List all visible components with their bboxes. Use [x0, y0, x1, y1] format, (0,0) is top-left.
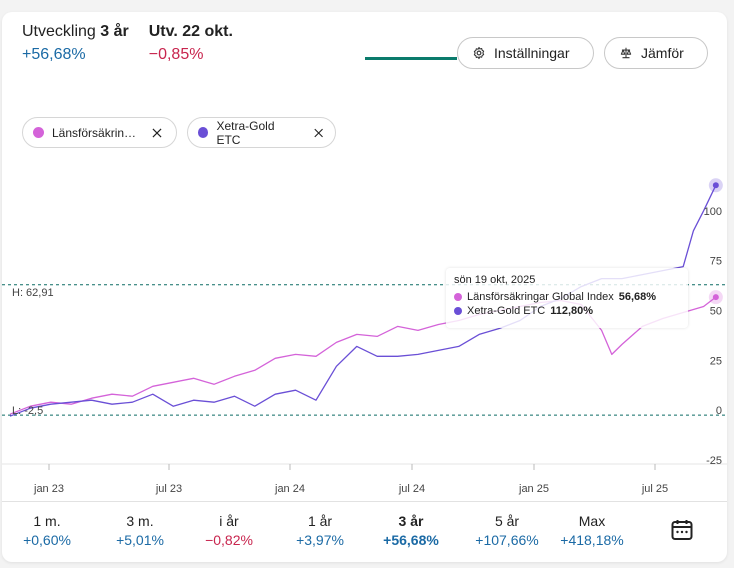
tab-5-r[interactable]: 5 år +107,66%	[467, 511, 547, 549]
tabs-divider	[2, 501, 727, 502]
period-tabs	[0, 501, 734, 561]
chip-xetra-gold[interactable]: Xetra-Gold ETC	[187, 117, 336, 148]
tab-value: +3,97%	[296, 532, 344, 548]
tab-1-m[interactable]: 1 m. +0,60%	[7, 511, 87, 549]
close-icon[interactable]	[150, 126, 164, 140]
compare-label: Jämför	[641, 45, 684, 61]
tooltip-series-value: 112,80%	[550, 305, 594, 317]
tooltip-row: Länsförsäkringar Global Index 56,68%	[454, 290, 680, 304]
y-tick-label: -25	[706, 455, 722, 467]
series-line-lansforsakringar	[9, 296, 717, 415]
tab-value: +107,66%	[475, 532, 539, 548]
series-color-dot	[198, 127, 209, 138]
close-icon[interactable]	[312, 126, 325, 140]
period-length: 3 år	[100, 23, 129, 40]
series-color-dot	[454, 293, 462, 301]
active-tab-indicator	[365, 57, 457, 60]
day-summary: Utv. 22 okt. −0,85%	[149, 22, 233, 66]
tab-3-r[interactable]: 3 år +56,68%	[371, 511, 451, 549]
x-tick-label: jul 25	[641, 483, 668, 495]
y-tick-label: 50	[710, 305, 722, 317]
series-end-point	[712, 182, 719, 189]
chart-tooltip: sön 19 okt, 2025 Länsförsäkringar Global…	[446, 268, 688, 328]
period-label: Utveckling	[22, 23, 96, 40]
performance-summary: Utveckling 3 år +56,68% Utv. 22 okt. −0,…	[22, 22, 233, 66]
tab-label: i år	[219, 513, 239, 529]
chip-lansforsakringar[interactable]: Länsförsäkrin…	[22, 117, 177, 148]
low-marker: L: -2,5	[12, 405, 43, 417]
series-color-dot	[454, 307, 462, 315]
x-tick-label: jan 24	[274, 483, 305, 495]
day-change: −0,85%	[148, 46, 204, 63]
y-axis-labels: 100 75 50 25 0 -25	[704, 206, 722, 467]
compare-button[interactable]: Jämför	[604, 37, 708, 69]
tab-label: 1 år	[307, 513, 333, 529]
tooltip-series-name: Xetra-Gold ETC	[467, 305, 546, 317]
x-axis-labels: jan 23 jul 23 jan 24 jul 24 jan 25 jul 25	[33, 464, 668, 495]
scale-icon	[620, 47, 632, 59]
tab-value: +5,01%	[116, 532, 164, 548]
tab-value: −0,82%	[205, 532, 253, 548]
chip-label: Xetra-Gold ETC	[216, 118, 275, 147]
period-summary: Utveckling 3 år +56,68%	[22, 22, 129, 66]
gear-icon	[473, 46, 485, 60]
tooltip-series-value: 56,68%	[618, 291, 657, 303]
x-tick-label: jan 23	[33, 483, 64, 495]
tab-value: +56,68%	[383, 532, 439, 548]
tooltip-date: sön 19 okt, 2025	[454, 274, 536, 286]
tab-label: 3 m.	[126, 513, 154, 529]
tab-label: 1 m.	[33, 513, 61, 529]
period-change: +56,68%	[22, 46, 86, 63]
tab-label: 3 år	[398, 513, 424, 529]
tab-label: Max	[578, 513, 606, 529]
settings-label: Inställningar	[494, 45, 570, 61]
chip-label: Länsförsäkrin…	[52, 125, 137, 140]
series-end-point	[712, 294, 719, 301]
y-tick-label: 100	[704, 206, 722, 218]
high-marker: H: 62,91	[12, 287, 54, 299]
tab-value: +418,18%	[560, 532, 624, 548]
y-tick-label: 75	[710, 256, 722, 268]
calendar-icon[interactable]	[670, 518, 694, 542]
tab-max[interactable]: Max +418,18%	[552, 511, 632, 549]
tooltip-series-name: Länsförsäkringar Global Index	[467, 291, 614, 303]
x-tick-label: jul 23	[155, 483, 182, 495]
x-tick-label: jan 25	[518, 483, 549, 495]
tab-label: 5 år	[494, 513, 520, 529]
tab-1-r[interactable]: 1 år +3,97%	[280, 511, 360, 549]
y-tick-label: 0	[716, 405, 722, 417]
tab-i-r[interactable]: i år −0,82%	[189, 511, 269, 549]
tab-3-m[interactable]: 3 m. +5,01%	[100, 511, 180, 549]
series-color-dot	[33, 127, 44, 138]
day-label: Utv. 22 okt.	[148, 23, 233, 40]
tooltip-row: Xetra-Gold ETC 112,80%	[454, 304, 680, 318]
y-tick-label: 25	[710, 355, 722, 367]
x-tick-label: jul 24	[398, 483, 425, 495]
reference-lines	[2, 284, 727, 416]
tab-value: +0,60%	[23, 532, 71, 548]
settings-button[interactable]: Inställningar	[457, 37, 594, 69]
